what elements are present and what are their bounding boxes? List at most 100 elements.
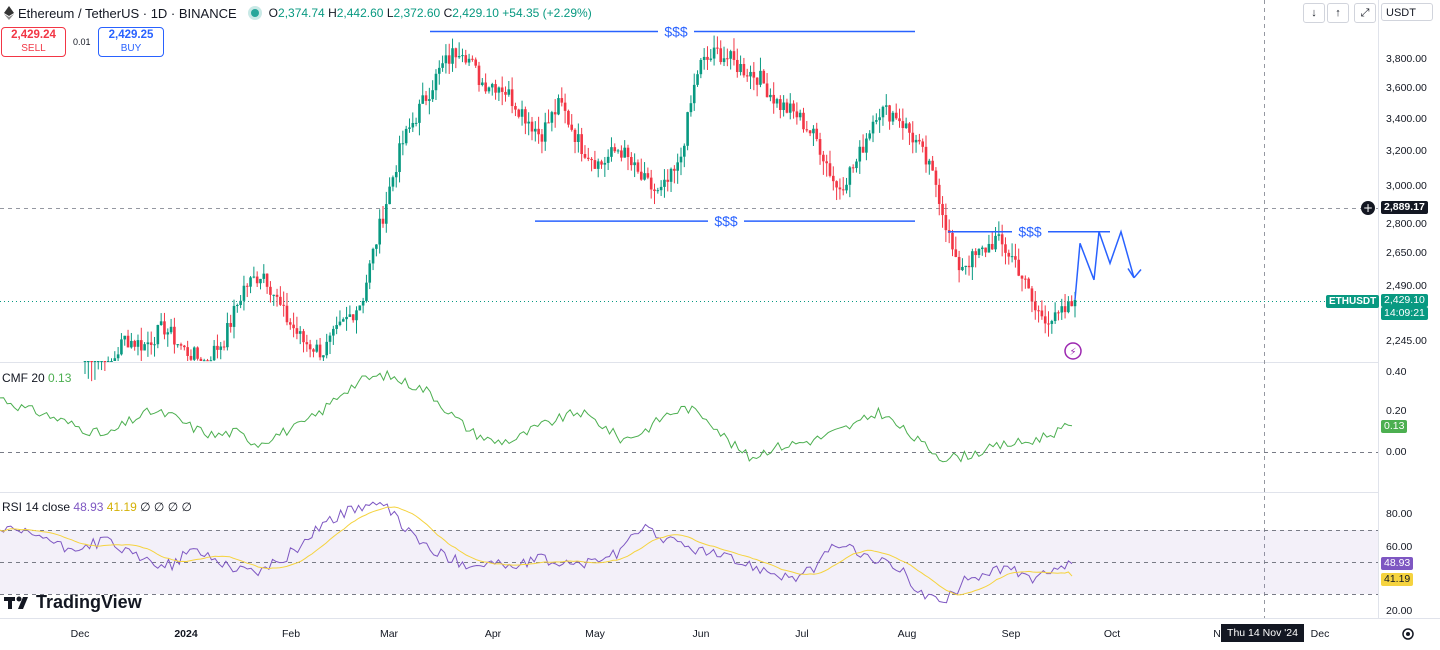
fullscreen-icon[interactable]: ⤢	[1354, 3, 1376, 23]
cmf-legend[interactable]: CMF 20 0.13	[2, 371, 72, 385]
market-status-dot	[250, 9, 259, 17]
candle-body	[653, 189, 656, 192]
svg-text:+: +	[1363, 201, 1373, 215]
candle-body	[851, 167, 855, 169]
price-label: 2,490.00	[1386, 280, 1427, 292]
candle-body	[1040, 310, 1044, 317]
symbol-title[interactable]: Ethereum / TetherUS · 1D · BINANCE	[18, 5, 237, 21]
buy-button[interactable]: 2,429.25 BUY	[98, 27, 164, 57]
candle-body	[411, 122, 415, 128]
candle-body	[779, 99, 782, 111]
candle-body	[735, 59, 739, 73]
candle-body	[633, 162, 636, 166]
candle-body	[189, 355, 193, 360]
candle-body	[765, 83, 769, 98]
candle-body	[206, 360, 209, 362]
candle-body	[646, 173, 650, 178]
sell-button[interactable]: 2,429.24 SELL	[1, 27, 66, 57]
candle-body	[1017, 259, 1021, 276]
candle-body	[163, 321, 166, 335]
projection-path	[1074, 229, 1142, 300]
candle-body	[305, 342, 309, 345]
candle-body	[726, 58, 729, 60]
candle-body	[825, 161, 828, 164]
candle-body	[616, 150, 620, 152]
candle-body	[345, 316, 348, 320]
candle-body	[365, 282, 368, 302]
candle-body	[941, 203, 944, 216]
candle-body	[1020, 275, 1024, 279]
candle-body	[838, 187, 842, 190]
candle-body	[192, 347, 196, 360]
candle-body	[371, 248, 375, 264]
candle-body	[557, 98, 560, 115]
eth-icon	[4, 6, 14, 20]
rsi-legend[interactable]: RSI 14 close 48.93 41.19 ∅ ∅ ∅ ∅	[2, 500, 192, 514]
candle-body	[732, 51, 736, 60]
candle-body	[745, 75, 749, 77]
candle-body	[974, 251, 977, 256]
candle-body	[219, 346, 223, 350]
liquidity-label: $$$	[1018, 224, 1042, 240]
candle-body	[752, 71, 756, 78]
candle-body	[775, 99, 779, 104]
cmf-axis-label: 0.40	[1386, 366, 1407, 378]
candle-body	[868, 133, 872, 139]
candle-body	[1060, 306, 1064, 313]
time-label: Dec	[70, 628, 90, 640]
candle-body	[570, 124, 574, 130]
candle-body	[159, 321, 163, 325]
price-label: 3,200.00	[1386, 145, 1427, 157]
candle-body	[540, 134, 544, 142]
rsi-ma-value: 41.19	[106, 500, 137, 514]
candle-body	[1037, 310, 1040, 312]
open-value: 2,374.74	[278, 6, 325, 20]
candle-body	[802, 112, 805, 130]
candle-body	[689, 103, 693, 113]
candle-body	[408, 127, 411, 129]
candle-body	[583, 154, 587, 158]
arrow-up-icon[interactable]: ↑	[1327, 3, 1349, 23]
candle-body	[977, 249, 981, 256]
candle-body	[259, 278, 262, 284]
candle-body	[676, 162, 679, 171]
settings-gear-icon	[1402, 628, 1414, 640]
candle-body	[133, 340, 136, 347]
sell-label: SELL	[21, 43, 46, 54]
candle-body	[156, 324, 160, 345]
add-level-icon	[1361, 201, 1375, 215]
time-label: Apr	[484, 628, 502, 640]
candle-body	[997, 234, 1001, 236]
candle-body	[586, 157, 590, 159]
tradingview-logo[interactable]: TradingView	[4, 592, 142, 613]
candle-body	[100, 361, 103, 362]
candle-body	[682, 145, 686, 157]
candle-body	[186, 347, 189, 356]
candle-body	[388, 186, 391, 205]
arrow-down-icon[interactable]: ↓	[1303, 3, 1325, 23]
time-label: Mar	[379, 628, 399, 640]
candle-body	[249, 277, 252, 287]
candle-body	[454, 48, 458, 58]
candle-body	[980, 247, 984, 250]
candle-body	[875, 120, 878, 122]
candle-body	[937, 184, 941, 204]
rsi-line	[0, 501, 1073, 604]
candle-body	[901, 121, 905, 129]
rsi-value-tag: 48.93	[1381, 557, 1414, 570]
candle-body	[318, 344, 322, 358]
candle-body	[739, 64, 742, 73]
currency-select[interactable]: USDT	[1381, 3, 1433, 21]
candle-body	[239, 300, 242, 306]
candle-body	[855, 161, 858, 169]
candle-body	[699, 59, 703, 75]
candle-body	[464, 55, 468, 63]
candle-body	[957, 256, 961, 271]
candle-body	[120, 339, 123, 355]
candle-body	[1014, 256, 1017, 260]
candle-body	[567, 110, 570, 125]
candle-body	[477, 65, 481, 86]
time-label: Dec	[1310, 628, 1330, 640]
candle-body	[888, 105, 891, 122]
